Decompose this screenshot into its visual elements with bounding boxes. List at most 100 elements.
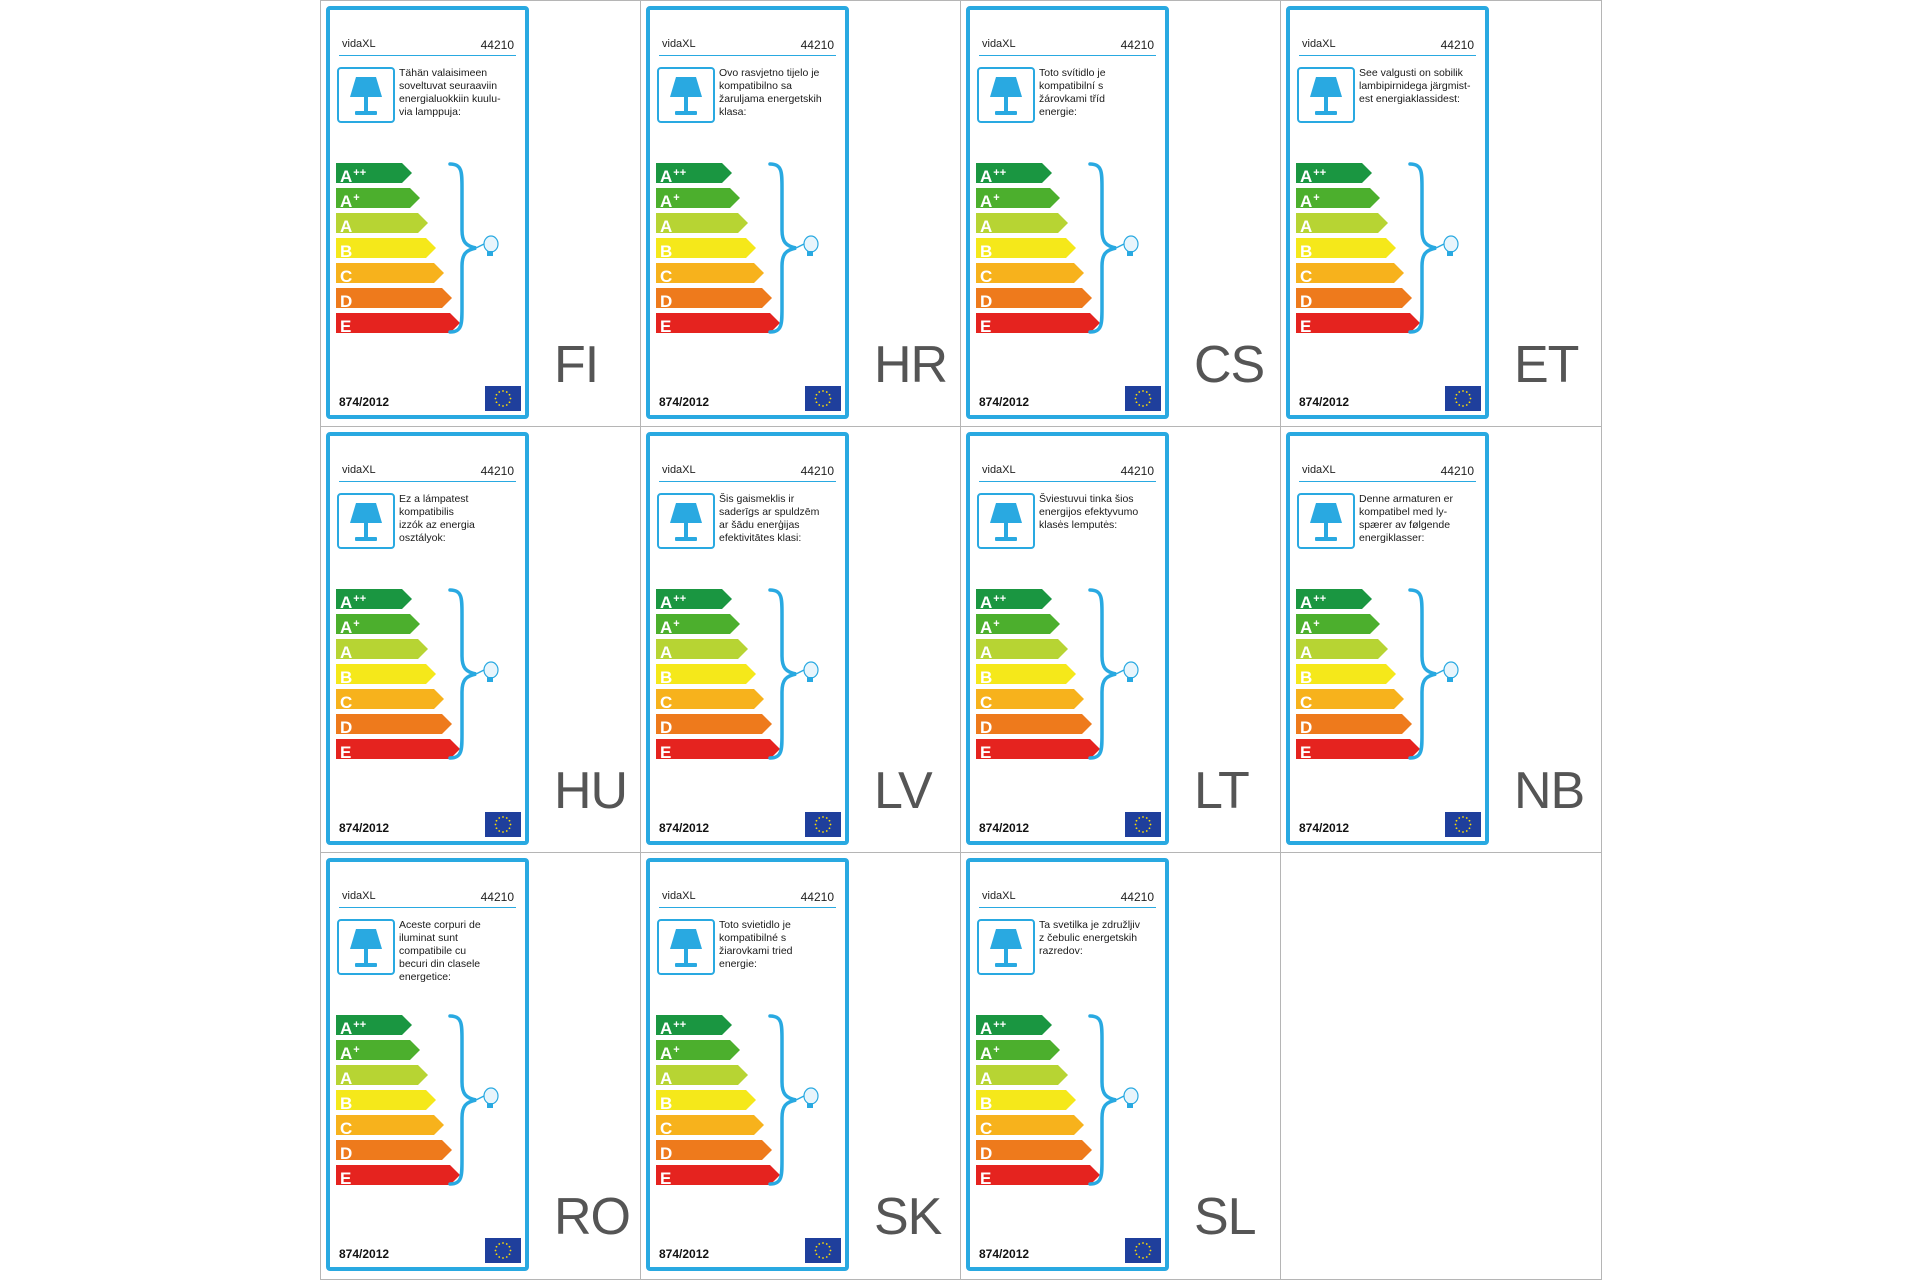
product-code: 44210: [1440, 38, 1474, 52]
brand-name: vidaXL: [982, 38, 1016, 50]
energy-class-arrow: C: [656, 1115, 766, 1138]
product-code: 44210: [800, 464, 834, 478]
energy-class-letter: A: [980, 217, 993, 236]
energy-class-arrow: D: [976, 288, 1094, 311]
product-code: 44210: [800, 38, 834, 52]
label-cell: vidaXL 44210 Ta svetilka je združljiv z če…: [961, 853, 1281, 1279]
language-code: HU: [554, 762, 628, 820]
energy-class-arrow: A: [656, 1065, 750, 1088]
table-lamp-icon: [337, 919, 395, 975]
light-bulb-icon: [1086, 584, 1146, 769]
energy-class-arrow: A++: [976, 589, 1054, 612]
energy-class-arrow: A: [656, 639, 750, 662]
product-code: 44210: [480, 890, 514, 904]
energy-class-letter: D: [660, 292, 673, 311]
eu-flag-icon: [805, 812, 841, 837]
regulation-number: 874/2012: [339, 395, 390, 409]
light-bulb-icon: [446, 584, 506, 769]
label-grid: vidaXL 44210 Tähän valaisimeen soveltuvat …: [320, 0, 1602, 1280]
energy-class-letter: D: [660, 718, 673, 737]
energy-class-arrow: A++: [976, 163, 1054, 186]
energy-class-letter: E: [660, 1169, 672, 1188]
energy-class-arrow: C: [336, 689, 446, 712]
energy-class-letter: D: [340, 1144, 353, 1163]
energy-class-arrow: E: [336, 1165, 462, 1188]
energy-class-arrow: A+: [976, 614, 1062, 637]
language-code: SL: [1194, 1188, 1257, 1246]
energy-class-letter: A+: [340, 192, 360, 211]
energy-class-arrow: A+: [976, 188, 1062, 211]
label-cell: vidaXL 44210 Toto svietidlo je kompatibiln…: [641, 853, 961, 1279]
energy-class-arrow: D: [656, 288, 774, 311]
language-code: HR: [874, 336, 948, 394]
eu-flag-icon: [1125, 1238, 1161, 1263]
energy-class-letter: C: [980, 693, 993, 712]
table-lamp-icon: [977, 919, 1035, 975]
energy-class-letter: C: [980, 267, 993, 286]
language-code: SK: [874, 1188, 942, 1246]
energy-class-arrow: A: [336, 639, 430, 662]
label-description: Ez a lámpatest kompatibilis izzók az ene…: [399, 493, 475, 544]
energy-class-arrow: A++: [1296, 163, 1374, 186]
energy-class-arrow: E: [336, 739, 462, 762]
eu-flag-icon: [485, 812, 521, 837]
energy-class-arrow: A++: [656, 163, 734, 186]
label-cell: vidaXL 44210 Šis gaismeklis ir saderīgs ar…: [641, 427, 961, 853]
energy-class-letter: D: [980, 292, 993, 311]
light-bulb-icon: [1086, 158, 1146, 343]
energy-class-letter: E: [980, 1169, 992, 1188]
eu-flag-icon: [485, 1238, 521, 1263]
energy-class-letter: A+: [980, 618, 1000, 637]
energy-class-letter: A+: [980, 192, 1000, 211]
energy-class-letter: C: [1300, 267, 1313, 286]
energy-class-letter: A++: [980, 593, 1007, 612]
label-cell: vidaXL 44210 Ovo rasvjetno tijelo je kompa…: [641, 1, 961, 427]
energy-class-letter: C: [1300, 693, 1313, 712]
label-description: Šviestuvui tinka šios energijos efektyvu…: [1039, 493, 1139, 531]
energy-class-letter: E: [1300, 743, 1312, 762]
regulation-number: 874/2012: [659, 395, 710, 409]
energy-class-arrow: A: [336, 213, 430, 236]
energy-class-letter: D: [1300, 718, 1313, 737]
energy-class-letter: A++: [980, 167, 1007, 186]
label-cell: vidaXL 44210 Denne armaturen er kompatibel…: [1281, 427, 1601, 853]
eu-flag-icon: [485, 386, 521, 411]
label-header: vidaXL 44210: [979, 38, 1156, 56]
energy-class-letter: B: [340, 1094, 353, 1113]
table-lamp-icon: [1297, 67, 1355, 123]
energy-class-letter: A+: [340, 618, 360, 637]
energy-class-letter: A++: [1300, 167, 1327, 186]
label-description: Toto svítidlo je kompatibilní s žárovkam…: [1039, 67, 1106, 118]
light-bulb-icon: [1406, 158, 1466, 343]
label-header: vidaXL 44210: [339, 38, 516, 56]
eu-flag-icon: [1445, 812, 1481, 837]
product-code: 44210: [1120, 890, 1154, 904]
label-cell: vidaXL 44210 Toto svítidlo je kompatibilní…: [961, 1, 1281, 427]
energy-class-letter: A+: [660, 192, 680, 211]
energy-class-arrow: B: [656, 664, 758, 687]
energy-label: vidaXL 44210 Šis gaismeklis ir saderīgs ar…: [646, 432, 849, 845]
energy-class-arrow: E: [976, 313, 1102, 336]
regulation-number: 874/2012: [1299, 821, 1350, 835]
label-description: Toto svietidlo je kompatibilné s žiarovk…: [719, 919, 793, 970]
energy-class-letter: A++: [980, 1019, 1007, 1038]
energy-class-scale: A++ A+ A B C D E: [656, 163, 782, 338]
empty-cell: [1281, 853, 1601, 1279]
energy-class-arrow: B: [1296, 664, 1398, 687]
energy-class-letter: D: [980, 718, 993, 737]
energy-class-letter: A++: [660, 593, 687, 612]
light-bulb-icon: [446, 1010, 506, 1195]
energy-class-arrow: A: [336, 1065, 430, 1088]
regulation-number: 874/2012: [1299, 395, 1350, 409]
energy-label: vidaXL 44210 Ez a lámpatest kompatibilis i…: [326, 432, 529, 845]
energy-class-letter: A++: [340, 593, 367, 612]
energy-class-arrow: A++: [1296, 589, 1374, 612]
energy-class-letter: A: [980, 1069, 993, 1088]
energy-class-letter: A++: [660, 1019, 687, 1038]
energy-class-letter: A+: [660, 1044, 680, 1063]
label-description: Ovo rasvjetno tijelo je kompatibilno sa …: [719, 67, 822, 118]
energy-class-arrow: D: [336, 1140, 454, 1163]
eu-flag-icon: [805, 1238, 841, 1263]
brand-name: vidaXL: [342, 464, 376, 476]
eu-flag-icon: [1445, 386, 1481, 411]
